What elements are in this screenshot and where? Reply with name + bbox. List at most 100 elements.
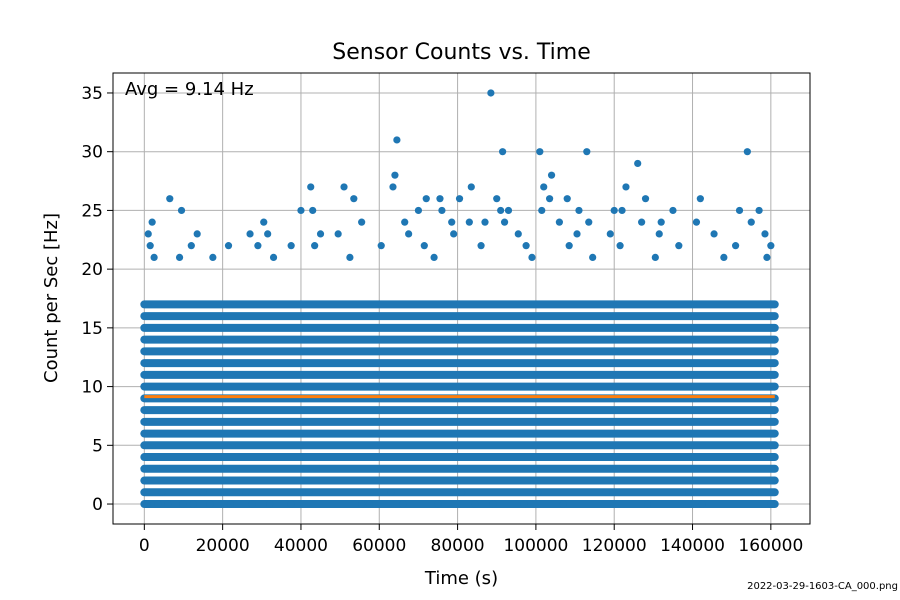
scatter-point bbox=[698, 500, 706, 508]
dense-row-13 bbox=[140, 347, 779, 356]
scatter-point bbox=[536, 148, 544, 156]
footer-filename: 2022-03-29-1603-CA_000.png bbox=[747, 581, 898, 592]
x-tick-label: 120000 bbox=[582, 536, 647, 556]
scatter-point bbox=[555, 218, 563, 226]
scatter-point bbox=[224, 242, 233, 250]
scatter-point bbox=[761, 230, 769, 238]
scatter-point bbox=[589, 253, 597, 261]
scatter-point bbox=[655, 230, 663, 238]
y-tick-label: 5 bbox=[92, 436, 103, 456]
scatter-point bbox=[297, 206, 305, 215]
scatter-point bbox=[254, 242, 262, 250]
dense-row-14 bbox=[140, 335, 779, 344]
scatter-point bbox=[763, 253, 771, 261]
scatter-point bbox=[434, 500, 442, 508]
scatter-point bbox=[193, 230, 201, 238]
scatter-point bbox=[602, 488, 610, 496]
scatter-point bbox=[287, 242, 295, 250]
scatter-point bbox=[575, 206, 583, 215]
scatter-point bbox=[246, 230, 254, 238]
scatter-point bbox=[420, 242, 428, 250]
y-tick-label: 25 bbox=[81, 201, 103, 221]
scatter-point bbox=[405, 230, 413, 238]
scatter-point bbox=[500, 218, 509, 226]
scatter-point bbox=[154, 500, 162, 508]
y-tick-label: 0 bbox=[92, 495, 103, 515]
scatter-point bbox=[206, 500, 214, 508]
scatter-point bbox=[146, 242, 154, 250]
dense-row-10 bbox=[140, 382, 779, 391]
scatter-point bbox=[685, 488, 693, 496]
scatter-point bbox=[316, 230, 325, 238]
scatter-point bbox=[638, 218, 646, 226]
x-tick-label: 80000 bbox=[431, 536, 485, 556]
scatter-point bbox=[634, 159, 642, 168]
chart-title: Sensor Counts vs. Time bbox=[332, 40, 591, 65]
y-tick-label: 10 bbox=[81, 378, 103, 398]
dense-row-12 bbox=[140, 359, 779, 368]
scatter-point bbox=[209, 253, 217, 261]
scatter-point bbox=[616, 242, 624, 250]
scatter-point bbox=[393, 136, 401, 144]
scatter-point bbox=[710, 230, 718, 238]
dense-row-2 bbox=[140, 476, 779, 485]
dense-row-6 bbox=[140, 429, 779, 438]
dense-row-17 bbox=[140, 300, 779, 309]
scatter-point bbox=[422, 195, 430, 203]
scatter-point bbox=[226, 500, 235, 508]
scatter-point bbox=[150, 253, 158, 261]
scatter-point bbox=[522, 242, 530, 250]
scatter-point bbox=[547, 171, 556, 179]
scatter-point bbox=[755, 206, 763, 215]
x-axis-ticks: 0 20000 40000 60000 80000 100000 120000 140000 1… bbox=[139, 524, 803, 556]
scatter-point bbox=[401, 218, 409, 226]
x-tick-label: 20000 bbox=[196, 536, 250, 556]
scatter-point bbox=[414, 206, 423, 215]
scatter-point bbox=[504, 206, 513, 215]
scatter-point bbox=[346, 253, 354, 261]
scatter-point bbox=[493, 195, 501, 203]
dense-row-0 bbox=[140, 500, 779, 509]
y-tick-label: 20 bbox=[81, 260, 103, 280]
scatter-point bbox=[248, 500, 256, 508]
y-tick-label: 35 bbox=[81, 84, 103, 104]
scatter-point bbox=[438, 206, 446, 215]
scatter-point bbox=[158, 488, 166, 496]
scatter-point bbox=[391, 171, 399, 179]
scatter-point bbox=[450, 230, 458, 238]
scatter-point bbox=[266, 500, 274, 508]
scatter-point bbox=[389, 183, 397, 191]
y-tick-label: 15 bbox=[81, 319, 103, 339]
scatter-point bbox=[175, 253, 184, 261]
y-axis-label: Count per Sec [Hz] bbox=[41, 213, 62, 383]
dense-row-8 bbox=[140, 406, 779, 415]
scatter-point bbox=[457, 488, 466, 496]
scatter-point bbox=[585, 218, 593, 226]
scatter-point bbox=[340, 183, 348, 191]
scatter-point bbox=[606, 230, 614, 238]
scatter-point bbox=[540, 183, 548, 191]
x-tick-label: 100000 bbox=[503, 536, 568, 556]
scatter-point bbox=[242, 488, 250, 496]
scatter-point bbox=[179, 500, 187, 508]
scatter-point bbox=[471, 500, 479, 508]
x-tick-label: 160000 bbox=[738, 536, 803, 556]
dense-row-3 bbox=[140, 464, 779, 473]
scatter-point bbox=[350, 195, 358, 203]
plot-frame bbox=[112, 72, 811, 525]
scatter-point bbox=[618, 206, 626, 215]
scatter-point bbox=[166, 195, 174, 203]
scatter-point bbox=[641, 195, 650, 203]
scatter-point bbox=[692, 218, 701, 226]
scatter-point bbox=[334, 230, 342, 238]
scatter-point bbox=[199, 488, 207, 496]
scatter-point bbox=[448, 218, 456, 226]
scatter-point bbox=[467, 183, 475, 191]
scatter-point bbox=[651, 253, 659, 261]
scatter-point bbox=[696, 195, 704, 203]
scatter-point bbox=[563, 195, 571, 203]
scatter-point bbox=[144, 230, 152, 238]
scatter-point bbox=[735, 206, 744, 215]
y-axis-ticks: 0 5 10 15 20 25 30 35 bbox=[81, 84, 113, 515]
scatter-point bbox=[365, 500, 374, 508]
